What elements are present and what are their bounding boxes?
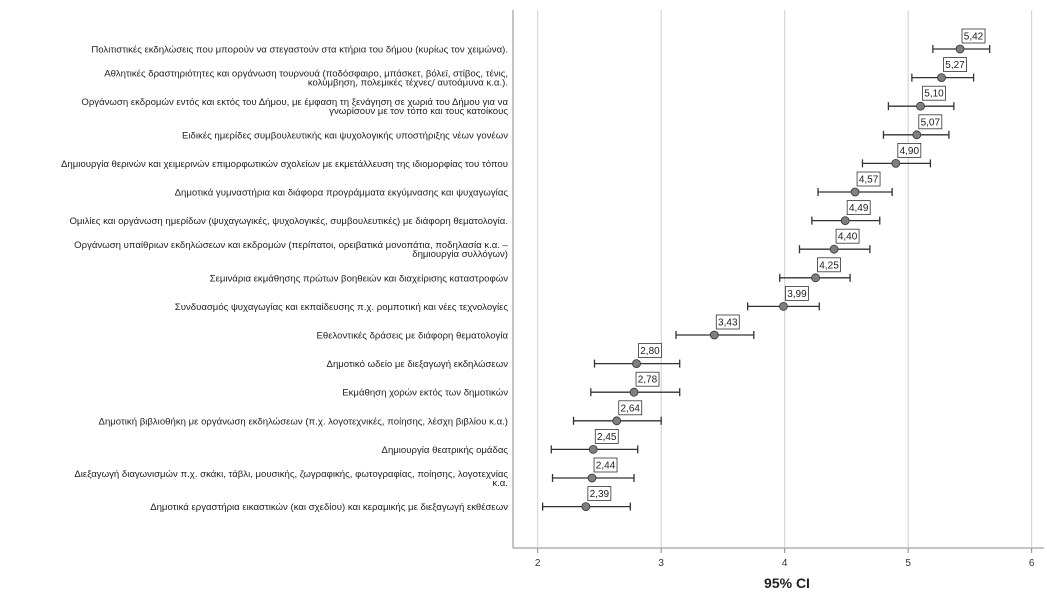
category-label: Δημοτικό ωδείο με διεξαγωγή εκδηλώσεων [327, 359, 509, 370]
mean-point [912, 130, 922, 140]
category-label-line: κ.α. [492, 478, 508, 489]
mean-label: 2,44 [596, 461, 616, 472]
mean-point [811, 273, 820, 283]
category-labels: Πολιτιστικές εκδηλώσεις που μπορούν να σ… [61, 45, 509, 514]
category-label: Δημιουργία θερινών και χειμερινών επιμορ… [61, 159, 508, 170]
mean-point [629, 387, 639, 397]
mean-point [587, 473, 597, 483]
category-label: Δημοτική βιβλιοθήκη με οργάνωση εκδηλώσε… [99, 416, 508, 427]
category-label: Σεμινάρια εκμάθησης πρώτων βοηθειών και … [210, 273, 509, 284]
category-label-line: κολύμβηση, πολεμικές τέχνες/ αυτοάμυνα κ… [308, 78, 508, 89]
mean-point [891, 158, 901, 168]
x-axis: 2 3 4 5 6 [535, 548, 1035, 569]
mean-point [779, 301, 788, 311]
category-label: Οργάνωση εκδρομών εντός και εκτός του Δή… [81, 97, 508, 117]
category-label: Πολιτιστικές εκδηλώσεις που μπορούν να σ… [91, 45, 508, 56]
mean-point [632, 359, 641, 369]
mean-label-box [593, 457, 618, 473]
mean-label: 2,78 [638, 375, 658, 386]
mean-point [829, 244, 839, 254]
mean-point [581, 502, 591, 512]
mean-label-box [918, 114, 943, 130]
mean-label-box [835, 228, 860, 244]
mean-label-box [715, 314, 740, 330]
x-tick-label: 2 [535, 558, 541, 569]
category-label: Ομιλίες και οργάνωση ημερίδων (ψυχαγωγικ… [69, 216, 508, 227]
mean-label-box [594, 428, 619, 444]
x-axis-label: 95% CI [764, 575, 810, 591]
mean-point [916, 101, 925, 111]
mean-label: 4,49 [849, 203, 869, 214]
category-label: Αθλητικές δραστηριότητες και οργάνωση το… [104, 69, 508, 89]
mean-label: 5,27 [945, 60, 965, 71]
mean-label: 5,42 [964, 32, 984, 43]
mean-label-box [635, 371, 660, 387]
mean-point [850, 187, 860, 197]
mean-label: 4,40 [838, 232, 858, 243]
mean-label: 2,80 [640, 346, 660, 357]
mean-label-box [785, 285, 809, 301]
mean-point [612, 416, 622, 426]
mean-label: 2,64 [620, 403, 640, 414]
category-label-line: Αθλητικές δραστηριότητες και οργάνωση το… [104, 69, 508, 80]
mean-label: 3,99 [787, 289, 807, 300]
category-label-line: δημιουργία συλλόγων) [412, 249, 508, 260]
mean-label-box [897, 142, 922, 158]
error-bars: 5,42 5,27 5,10 5,07 4,90 4,57 4,49 4,40 4,25 3,99… [541, 28, 991, 512]
category-label: Δημιουργία θεατρικής ομάδας [382, 445, 509, 456]
mean-label: 4,90 [900, 146, 920, 157]
mean-label: 4,57 [859, 175, 879, 186]
x-tick-label: 6 [1029, 558, 1035, 569]
mean-label-box [817, 257, 841, 273]
mean-label-box [943, 57, 967, 72]
mean-label: 2,39 [590, 489, 610, 500]
category-label: Εκμάθηση χορών εκτός των δημοτικών [342, 388, 508, 399]
category-label-line: Οργάνωση εκδρομών εντός και εκτός του Δή… [81, 97, 508, 108]
mean-point [937, 73, 946, 82]
category-label: Διεξαγωγή διαγωνισμών π.χ. σκάκι, τάβλι,… [74, 469, 508, 489]
category-label: Εθελοντικές δράσεις με διάφορη θεματολογ… [317, 331, 509, 342]
category-label-line: γνωρίσουν με τον τόπο και τους κατοίκους [329, 106, 508, 117]
category-label: Οργάνωση υπαίθριων εκδηλώσεων και εκδρομ… [74, 240, 508, 260]
mean-label: 3,43 [718, 318, 738, 329]
mean-point [955, 44, 965, 54]
category-label: Δημοτικά εργαστήρια εικαστικών (και σχεδ… [150, 502, 508, 513]
x-tick-label: 3 [658, 558, 664, 569]
category-label-line: Διεξαγωγή διαγωνισμών π.χ. σκάκι, τάβλι,… [74, 469, 508, 480]
mean-label-box [922, 85, 946, 101]
mean-label-box [638, 343, 662, 359]
mean-label-box [846, 200, 871, 216]
mean-label-box [618, 400, 643, 416]
category-label: Ειδικές ημερίδες συμβουλευτικής και ψυχο… [182, 130, 508, 141]
x-tick-label: 4 [782, 558, 788, 569]
mean-point [840, 216, 850, 226]
mean-label-box [587, 486, 612, 502]
category-label: Δημοτικά γυμναστήρια και διάφορα προγράμ… [175, 188, 509, 199]
mean-label: 5,10 [924, 89, 944, 100]
category-label: Συνδυασμός ψυχαγωγίας και εκπαίδευσης π.… [175, 302, 509, 313]
mean-label: 4,25 [819, 260, 839, 271]
mean-label: 5,07 [921, 117, 941, 128]
mean-point [588, 444, 598, 454]
category-label-line: Οργάνωση υπαίθριων εκδηλώσεων και εκδρομ… [74, 240, 508, 251]
mean-label-box [961, 28, 986, 44]
x-tick-label: 5 [905, 558, 911, 569]
grid-layer [512, 10, 1044, 549]
mean-point [709, 330, 719, 340]
mean-label: 2,45 [597, 432, 617, 443]
mean-label-box [856, 171, 881, 187]
